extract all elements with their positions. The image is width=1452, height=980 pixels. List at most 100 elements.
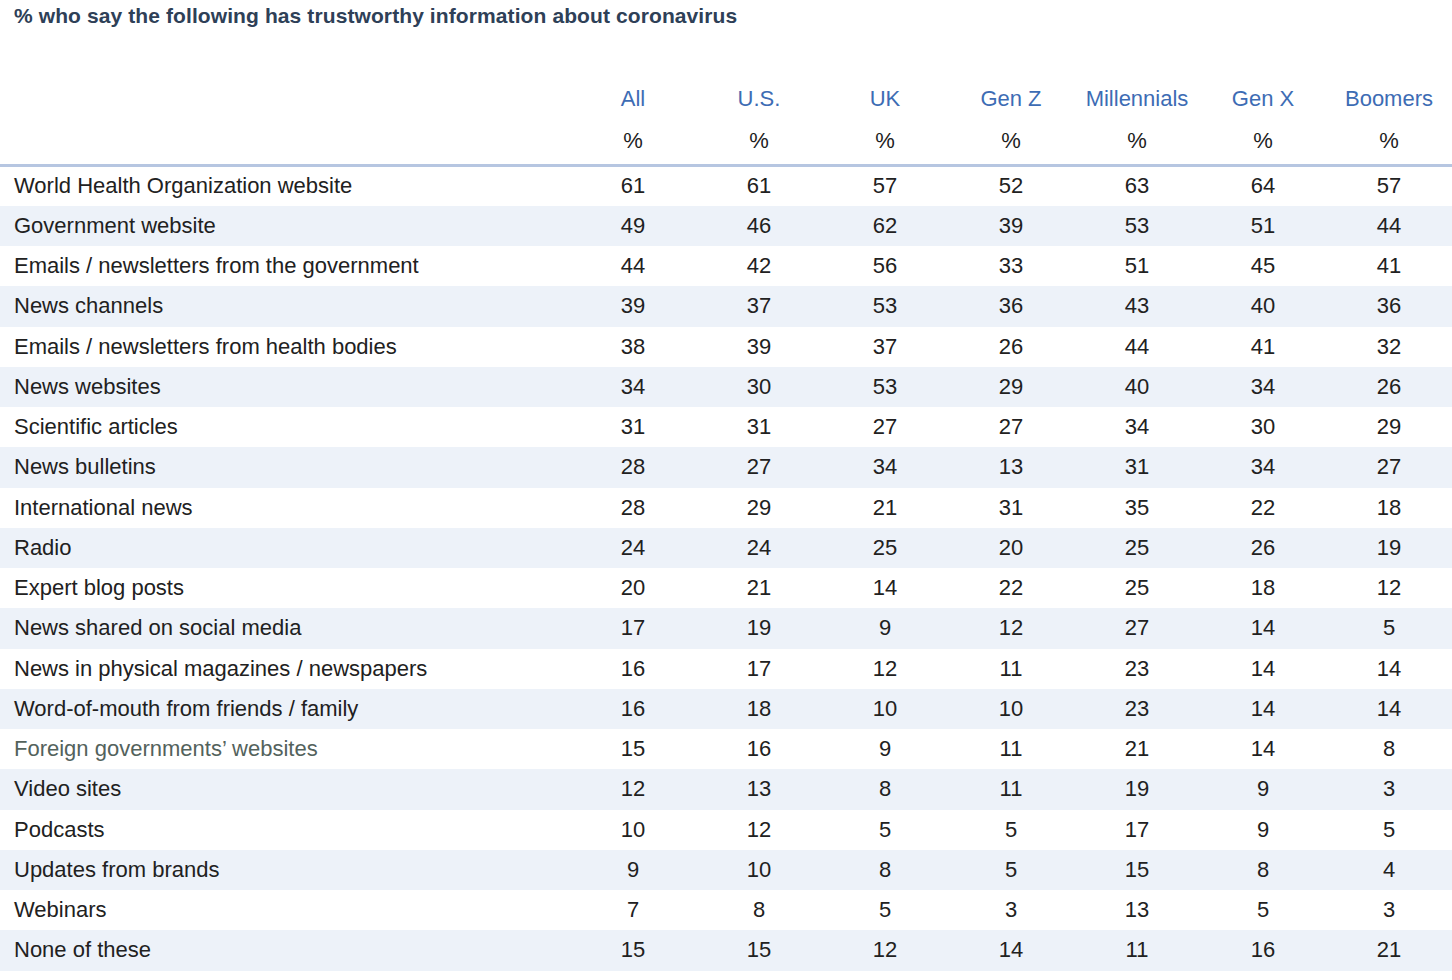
trust-sources-table: AllU.S.UKGen ZMillennialsGen XBoomers %%… — [0, 68, 1452, 971]
cell-millennials: 15 — [1074, 850, 1200, 890]
table-header: AllU.S.UKGen ZMillennialsGen XBoomers %%… — [0, 68, 1452, 166]
table-row: News channels39375336434036 — [0, 286, 1452, 326]
cell-gen-x: 41 — [1200, 327, 1326, 367]
cell-millennials: 13 — [1074, 890, 1200, 930]
column-header-gen-z: Gen Z — [948, 68, 1074, 118]
cell-gen-x: 14 — [1200, 649, 1326, 689]
cell-millennials: 23 — [1074, 649, 1200, 689]
cell-gen-x: 14 — [1200, 729, 1326, 769]
unit-header-gen-x: % — [1200, 118, 1326, 166]
cell-uk: 8 — [822, 850, 948, 890]
cell-gen-z: 26 — [948, 327, 1074, 367]
cell-uk: 9 — [822, 729, 948, 769]
row-label: Updates from brands — [0, 850, 570, 890]
cell-boomers: 14 — [1326, 689, 1452, 729]
cell-boomers: 5 — [1326, 608, 1452, 648]
table-row: Webinars78531353 — [0, 890, 1452, 930]
cell-u-s: 13 — [696, 769, 822, 809]
cell-gen-z: 31 — [948, 488, 1074, 528]
cell-all: 24 — [570, 528, 696, 568]
cell-uk: 12 — [822, 649, 948, 689]
table-row: Radio24242520252619 — [0, 528, 1452, 568]
cell-gen-x: 16 — [1200, 930, 1326, 970]
table-row: Podcasts1012551795 — [0, 810, 1452, 850]
table-row: World Health Organization website6161575… — [0, 166, 1452, 206]
cell-gen-x: 8 — [1200, 850, 1326, 890]
row-label: Webinars — [0, 890, 570, 930]
cell-gen-z: 52 — [948, 166, 1074, 206]
row-label: None of these — [0, 930, 570, 970]
cell-all: 16 — [570, 689, 696, 729]
cell-all: 12 — [570, 769, 696, 809]
cell-gen-z: 10 — [948, 689, 1074, 729]
column-header-all: All — [570, 68, 696, 118]
cell-uk: 53 — [822, 286, 948, 326]
cell-gen-x: 45 — [1200, 246, 1326, 286]
cell-all: 44 — [570, 246, 696, 286]
cell-uk: 53 — [822, 367, 948, 407]
cell-gen-z: 5 — [948, 810, 1074, 850]
cell-boomers: 36 — [1326, 286, 1452, 326]
cell-millennials: 17 — [1074, 810, 1200, 850]
cell-millennials: 27 — [1074, 608, 1200, 648]
cell-uk: 12 — [822, 930, 948, 970]
column-header-u-s: U.S. — [696, 68, 822, 118]
row-label: World Health Organization website — [0, 166, 570, 206]
cell-all: 10 — [570, 810, 696, 850]
cell-boomers: 44 — [1326, 206, 1452, 246]
cell-u-s: 29 — [696, 488, 822, 528]
cell-gen-x: 51 — [1200, 206, 1326, 246]
cell-gen-x: 14 — [1200, 608, 1326, 648]
cell-millennials: 40 — [1074, 367, 1200, 407]
unit-header-millennials: % — [1074, 118, 1200, 166]
cell-all: 39 — [570, 286, 696, 326]
table-row: Updates from brands910851584 — [0, 850, 1452, 890]
cell-uk: 10 — [822, 689, 948, 729]
column-header-millennials: Millennials — [1074, 68, 1200, 118]
cell-gen-x: 5 — [1200, 890, 1326, 930]
row-label: Word-of-mouth from friends / family — [0, 689, 570, 729]
cell-gen-z: 29 — [948, 367, 1074, 407]
cell-millennials: 31 — [1074, 447, 1200, 487]
row-label: Video sites — [0, 769, 570, 809]
page-title: % who say the following has trustworthy … — [0, 0, 1452, 28]
cell-all: 38 — [570, 327, 696, 367]
cell-millennials: 44 — [1074, 327, 1200, 367]
table-row: Foreign governments’ websites15169112114… — [0, 729, 1452, 769]
cell-uk: 5 — [822, 810, 948, 850]
table-row: Government website49466239535144 — [0, 206, 1452, 246]
cell-boomers: 29 — [1326, 407, 1452, 447]
cell-all: 28 — [570, 488, 696, 528]
column-header-row: AllU.S.UKGen ZMillennialsGen XBoomers — [0, 68, 1452, 118]
cell-boomers: 14 — [1326, 649, 1452, 689]
cell-gen-x: 26 — [1200, 528, 1326, 568]
cell-gen-z: 12 — [948, 608, 1074, 648]
cell-u-s: 37 — [696, 286, 822, 326]
table-row: Emails / newsletters from the government… — [0, 246, 1452, 286]
cell-u-s: 18 — [696, 689, 822, 729]
cell-all: 34 — [570, 367, 696, 407]
cell-gen-z: 3 — [948, 890, 1074, 930]
cell-all: 16 — [570, 649, 696, 689]
row-label: Podcasts — [0, 810, 570, 850]
row-label: Expert blog posts — [0, 568, 570, 608]
cell-u-s: 8 — [696, 890, 822, 930]
cell-gen-x: 14 — [1200, 689, 1326, 729]
table-row: Emails / newsletters from health bodies3… — [0, 327, 1452, 367]
cell-gen-x: 9 — [1200, 769, 1326, 809]
cell-boomers: 3 — [1326, 769, 1452, 809]
row-label: Emails / newsletters from health bodies — [0, 327, 570, 367]
unit-header-spacer — [0, 118, 570, 166]
cell-boomers: 12 — [1326, 568, 1452, 608]
cell-gen-x: 40 — [1200, 286, 1326, 326]
row-label: News in physical magazines / newspapers — [0, 649, 570, 689]
cell-millennials: 23 — [1074, 689, 1200, 729]
table-row: Word-of-mouth from friends / family16181… — [0, 689, 1452, 729]
unit-header-uk: % — [822, 118, 948, 166]
row-label: News websites — [0, 367, 570, 407]
cell-all: 17 — [570, 608, 696, 648]
cell-u-s: 17 — [696, 649, 822, 689]
table-row: News shared on social media171991227145 — [0, 608, 1452, 648]
table-row: News in physical magazines / newspapers1… — [0, 649, 1452, 689]
cell-u-s: 24 — [696, 528, 822, 568]
